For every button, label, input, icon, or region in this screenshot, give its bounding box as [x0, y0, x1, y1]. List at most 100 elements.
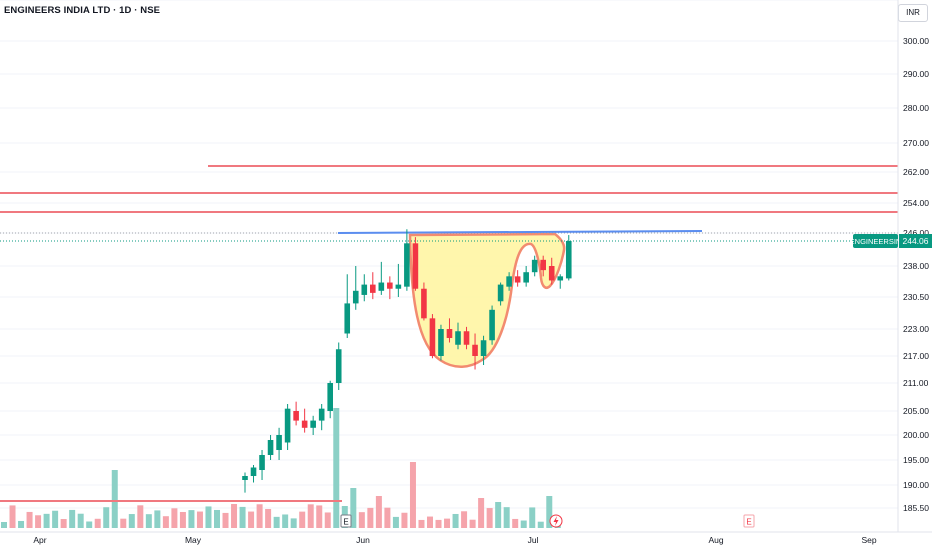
- volume-bar: [435, 519, 442, 528]
- price-tick-label: 270.00: [903, 138, 929, 148]
- candle-body: [267, 440, 274, 455]
- volume-bar: [26, 511, 33, 528]
- candle-body: [276, 435, 282, 450]
- volume-bar: [350, 488, 357, 528]
- candle-body: [497, 284, 504, 302]
- volume-bar: [137, 505, 144, 528]
- candle-body: [395, 284, 402, 289]
- volume-bar: [248, 511, 255, 528]
- candle-body: [352, 290, 359, 304]
- candle: [557, 274, 564, 289]
- volume-bar: [77, 513, 84, 528]
- volume-bar: [111, 470, 118, 528]
- candle: [514, 270, 521, 287]
- price-tick-label: 195.00: [903, 455, 929, 465]
- volume-bar: [418, 519, 425, 528]
- candle: [412, 237, 419, 291]
- candle: [293, 401, 299, 426]
- candle-body: [455, 331, 461, 345]
- candle: [344, 274, 351, 338]
- volume-bar: [282, 514, 289, 528]
- price-tick-label: 200.00: [903, 430, 929, 440]
- price-tick-label: 185.50: [903, 503, 929, 513]
- volume-bar: [52, 510, 59, 528]
- volume-bar: [1, 522, 7, 528]
- candle-body: [301, 420, 308, 428]
- volume-bar: [265, 508, 272, 528]
- candle-body: [310, 420, 316, 428]
- volume-bars: [1, 408, 561, 528]
- candle-body: [429, 318, 436, 356]
- candle-body: [318, 408, 325, 421]
- volume-bar: [18, 520, 25, 528]
- price-tick-label: 280.00: [903, 103, 929, 113]
- volume-bar: [469, 519, 476, 528]
- volume-bar: [60, 519, 67, 528]
- candle: [335, 342, 342, 390]
- candle-body: [378, 282, 385, 291]
- volume-bar: [401, 512, 408, 528]
- volume-bar: [162, 516, 169, 528]
- candle-body: [480, 340, 487, 356]
- volume-bar: [299, 511, 306, 528]
- price-tick-label: 246.00: [903, 228, 929, 238]
- candle-body: [259, 455, 265, 470]
- candle-body: [506, 276, 512, 287]
- volume-bar: [179, 511, 186, 528]
- dividend-lightning-icon[interactable]: [549, 514, 563, 528]
- candle: [327, 380, 333, 419]
- time-tick-label: Apr: [33, 535, 46, 545]
- price-tick-label: 254.00: [903, 198, 929, 208]
- candle-body: [344, 303, 351, 334]
- volume-bar: [145, 514, 152, 528]
- candle: [378, 261, 385, 295]
- volume-bar: [495, 502, 502, 528]
- time-scale[interactable]: Apr May Jun Jul Aug Sep: [0, 531, 932, 545]
- volume-bar: [35, 515, 42, 528]
- volume-bar: [409, 462, 416, 528]
- volume-bar: [384, 507, 391, 528]
- candle: [531, 255, 538, 277]
- candle: [565, 235, 572, 281]
- volume-bar: [69, 509, 76, 528]
- candle: [446, 318, 453, 343]
- earnings-marker[interactable]: E: [340, 514, 352, 528]
- volume-bar: [375, 496, 382, 528]
- volume-bar: [358, 512, 365, 528]
- symbol-title[interactable]: ENGINEERS INDIA LTD · 1D · NSE: [4, 5, 161, 16]
- earnings-marker-label: E: [746, 518, 751, 527]
- volume-bar: [392, 516, 399, 528]
- candle: [242, 472, 248, 493]
- volume-bar: [478, 498, 485, 528]
- volume-bar: [231, 504, 238, 528]
- last-price-value-bg: [899, 234, 932, 248]
- volume-bar: [529, 507, 536, 528]
- earnings-marker-future[interactable]: E: [743, 514, 755, 528]
- volume-bar: [43, 513, 50, 528]
- time-tick-label: Jul: [528, 535, 539, 545]
- candle-body: [370, 284, 376, 293]
- candle: [387, 276, 393, 300]
- candle: [301, 408, 308, 433]
- volume-bar: [256, 504, 263, 528]
- price-tick-label: 300.00: [903, 36, 929, 46]
- candle-body: [293, 411, 299, 421]
- candle: [318, 404, 325, 431]
- volume-bar: [546, 496, 553, 528]
- time-tick-label: Aug: [708, 535, 723, 545]
- candle: [523, 266, 529, 287]
- last-price-ticker-bg: [853, 234, 898, 248]
- candle-body: [446, 329, 453, 338]
- volume-bar: [196, 511, 203, 528]
- neckline-trendline[interactable]: [337, 230, 703, 234]
- price-scale[interactable]: 300.00 290.00 280.00 270.00 262.00 254.00 246.…: [897, 0, 929, 532]
- volume-bar: [324, 512, 331, 528]
- volume-bar: [486, 508, 493, 528]
- price-tick-label: 230.50: [903, 292, 929, 302]
- volume-bar: [103, 507, 110, 528]
- horizontal-lines: [0, 165, 898, 502]
- volume-bar: [154, 510, 161, 528]
- candle: [548, 257, 555, 285]
